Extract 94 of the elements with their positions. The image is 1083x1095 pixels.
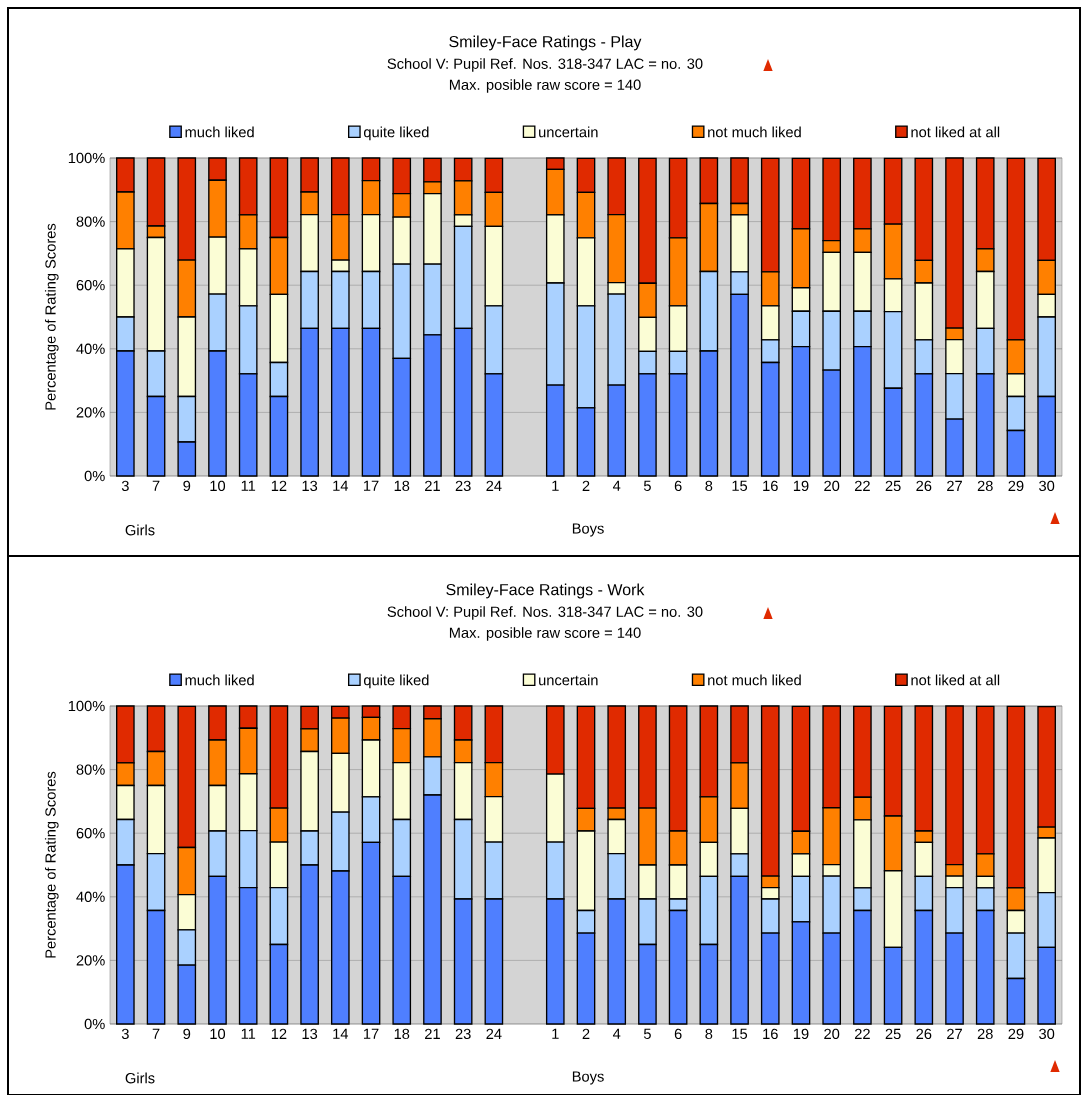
x-tick-label: 3 xyxy=(121,480,129,492)
x-tick-label: 29 xyxy=(1008,480,1024,492)
x-tick-label: 7 xyxy=(152,480,160,491)
x-tick-label: 23 xyxy=(455,1028,471,1040)
y-tick-label: 80% xyxy=(76,216,105,227)
x-tick-label: 26 xyxy=(916,1028,932,1040)
chart-title: Smiley-Face Ratings - Work xyxy=(446,583,645,599)
x-tick-label: 12 xyxy=(271,480,287,491)
x-tick-label: 5 xyxy=(643,480,651,491)
chart-subtitle: School V: Pupil Ref. Nos. 318-347 LAC = no. 30 xyxy=(387,606,703,620)
x-tick-label: 28 xyxy=(977,1028,993,1040)
x-tick-label: 7 xyxy=(152,1028,160,1039)
x-tick-label: 28 xyxy=(977,480,993,492)
legend-label: not liked at all xyxy=(911,674,1000,686)
x-tick-label: 8 xyxy=(705,480,713,492)
text: Max. posible raw score = 140 xyxy=(449,79,641,93)
legend-label: uncertain xyxy=(539,674,598,686)
x-tick-label: 20 xyxy=(824,1028,840,1040)
x-tick-label: 6 xyxy=(674,1028,682,1040)
x-tick-label: 17 xyxy=(363,480,379,491)
x-tick-label: 11 xyxy=(241,480,256,491)
legend-label: quite liked xyxy=(363,674,429,689)
x-tick-label: 24 xyxy=(486,1028,502,1039)
x-tick-label: 23 xyxy=(455,480,471,492)
legend-label: much liked xyxy=(185,674,254,686)
x-tick-label: 16 xyxy=(763,1028,778,1040)
y-tick-label: 40% xyxy=(76,891,105,902)
x-tick-label: 25 xyxy=(885,480,901,492)
x-tick-label: 18 xyxy=(394,480,410,492)
x-tick-label: 30 xyxy=(1039,480,1055,492)
x-tick-label: 25 xyxy=(885,1028,901,1040)
legend-label: uncertain xyxy=(539,126,598,138)
text: Girls xyxy=(125,524,155,536)
y-tick-label: 100% xyxy=(68,700,105,712)
x-tick-label: 10 xyxy=(210,1028,226,1040)
x-tick-label: 13 xyxy=(302,480,318,492)
legend-label: not much liked xyxy=(708,674,801,686)
legend-label: not much liked xyxy=(708,126,801,138)
x-tick-label: 4 xyxy=(612,480,621,491)
x-tick-label: 6 xyxy=(674,480,682,492)
x-tick-label: 4 xyxy=(612,1028,621,1039)
x-tick-label: 24 xyxy=(486,480,502,491)
x-tick-label: 30 xyxy=(1039,1028,1055,1040)
x-tick-label: 13 xyxy=(302,1028,318,1040)
x-tick-label: 9 xyxy=(183,480,191,492)
x-tick-label: 27 xyxy=(947,1028,962,1039)
x-tick-label: 21 xyxy=(425,480,440,491)
x-tick-label: 11 xyxy=(241,1028,256,1039)
y-axis-title: Percentage of Rating Scores xyxy=(44,223,59,410)
x-tick-label: 1 xyxy=(552,480,559,491)
x-tick-label: 2 xyxy=(582,1028,590,1039)
chart-title: Smiley-Face Ratings - Play xyxy=(449,35,642,51)
y-tick-label: 80% xyxy=(76,764,105,775)
y-tick-label: 60% xyxy=(76,828,105,839)
y-tick-label: 60% xyxy=(76,280,105,291)
chart-subtitle: School V: Pupil Ref. Nos. 318-347 LAC = no. 30 xyxy=(387,58,703,72)
y-tick-label: 40% xyxy=(76,343,105,354)
x-tick-label: 29 xyxy=(1008,1028,1024,1040)
text: Boys xyxy=(572,523,604,537)
y-tick-label: 0% xyxy=(84,1018,105,1030)
y-tick-label: 20% xyxy=(76,407,105,418)
text: Girls xyxy=(125,1072,155,1084)
x-tick-label: 15 xyxy=(732,480,748,491)
x-tick-label: 19 xyxy=(793,1028,809,1040)
x-tick-label: 2 xyxy=(582,480,590,491)
x-tick-label: 1 xyxy=(552,1028,559,1039)
x-tick-label: 5 xyxy=(643,1028,651,1039)
x-tick-label: 8 xyxy=(705,1028,713,1040)
y-tick-label: 20% xyxy=(76,955,105,966)
x-tick-label: 14 xyxy=(333,480,349,491)
x-tick-label: 16 xyxy=(763,480,778,492)
x-tick-label: 22 xyxy=(854,480,870,491)
legend-label: not liked at all xyxy=(911,126,1000,138)
x-tick-label: 22 xyxy=(854,1028,870,1039)
x-tick-label: 3 xyxy=(121,1028,129,1040)
x-tick-label: 17 xyxy=(363,1028,379,1039)
y-tick-label: 100% xyxy=(68,152,105,164)
x-tick-label: 26 xyxy=(916,480,932,492)
text: Boys xyxy=(572,1071,604,1085)
x-tick-label: 10 xyxy=(210,480,226,492)
x-tick-label: 18 xyxy=(394,1028,410,1040)
y-tick-label: 0% xyxy=(84,470,105,482)
y-axis-title: Percentage of Rating Scores xyxy=(44,771,59,958)
x-tick-label: 9 xyxy=(183,1028,191,1040)
legend-label: much liked xyxy=(185,126,254,138)
x-tick-label: 20 xyxy=(824,480,840,492)
text: Max. posible raw score = 140 xyxy=(449,627,641,641)
x-tick-label: 15 xyxy=(732,1028,748,1039)
x-tick-label: 19 xyxy=(793,480,809,492)
x-tick-label: 27 xyxy=(947,480,962,491)
x-tick-label: 14 xyxy=(333,1028,349,1039)
legend-label: quite liked xyxy=(363,126,429,141)
x-tick-label: 12 xyxy=(271,1028,287,1039)
x-tick-label: 21 xyxy=(425,1028,440,1039)
